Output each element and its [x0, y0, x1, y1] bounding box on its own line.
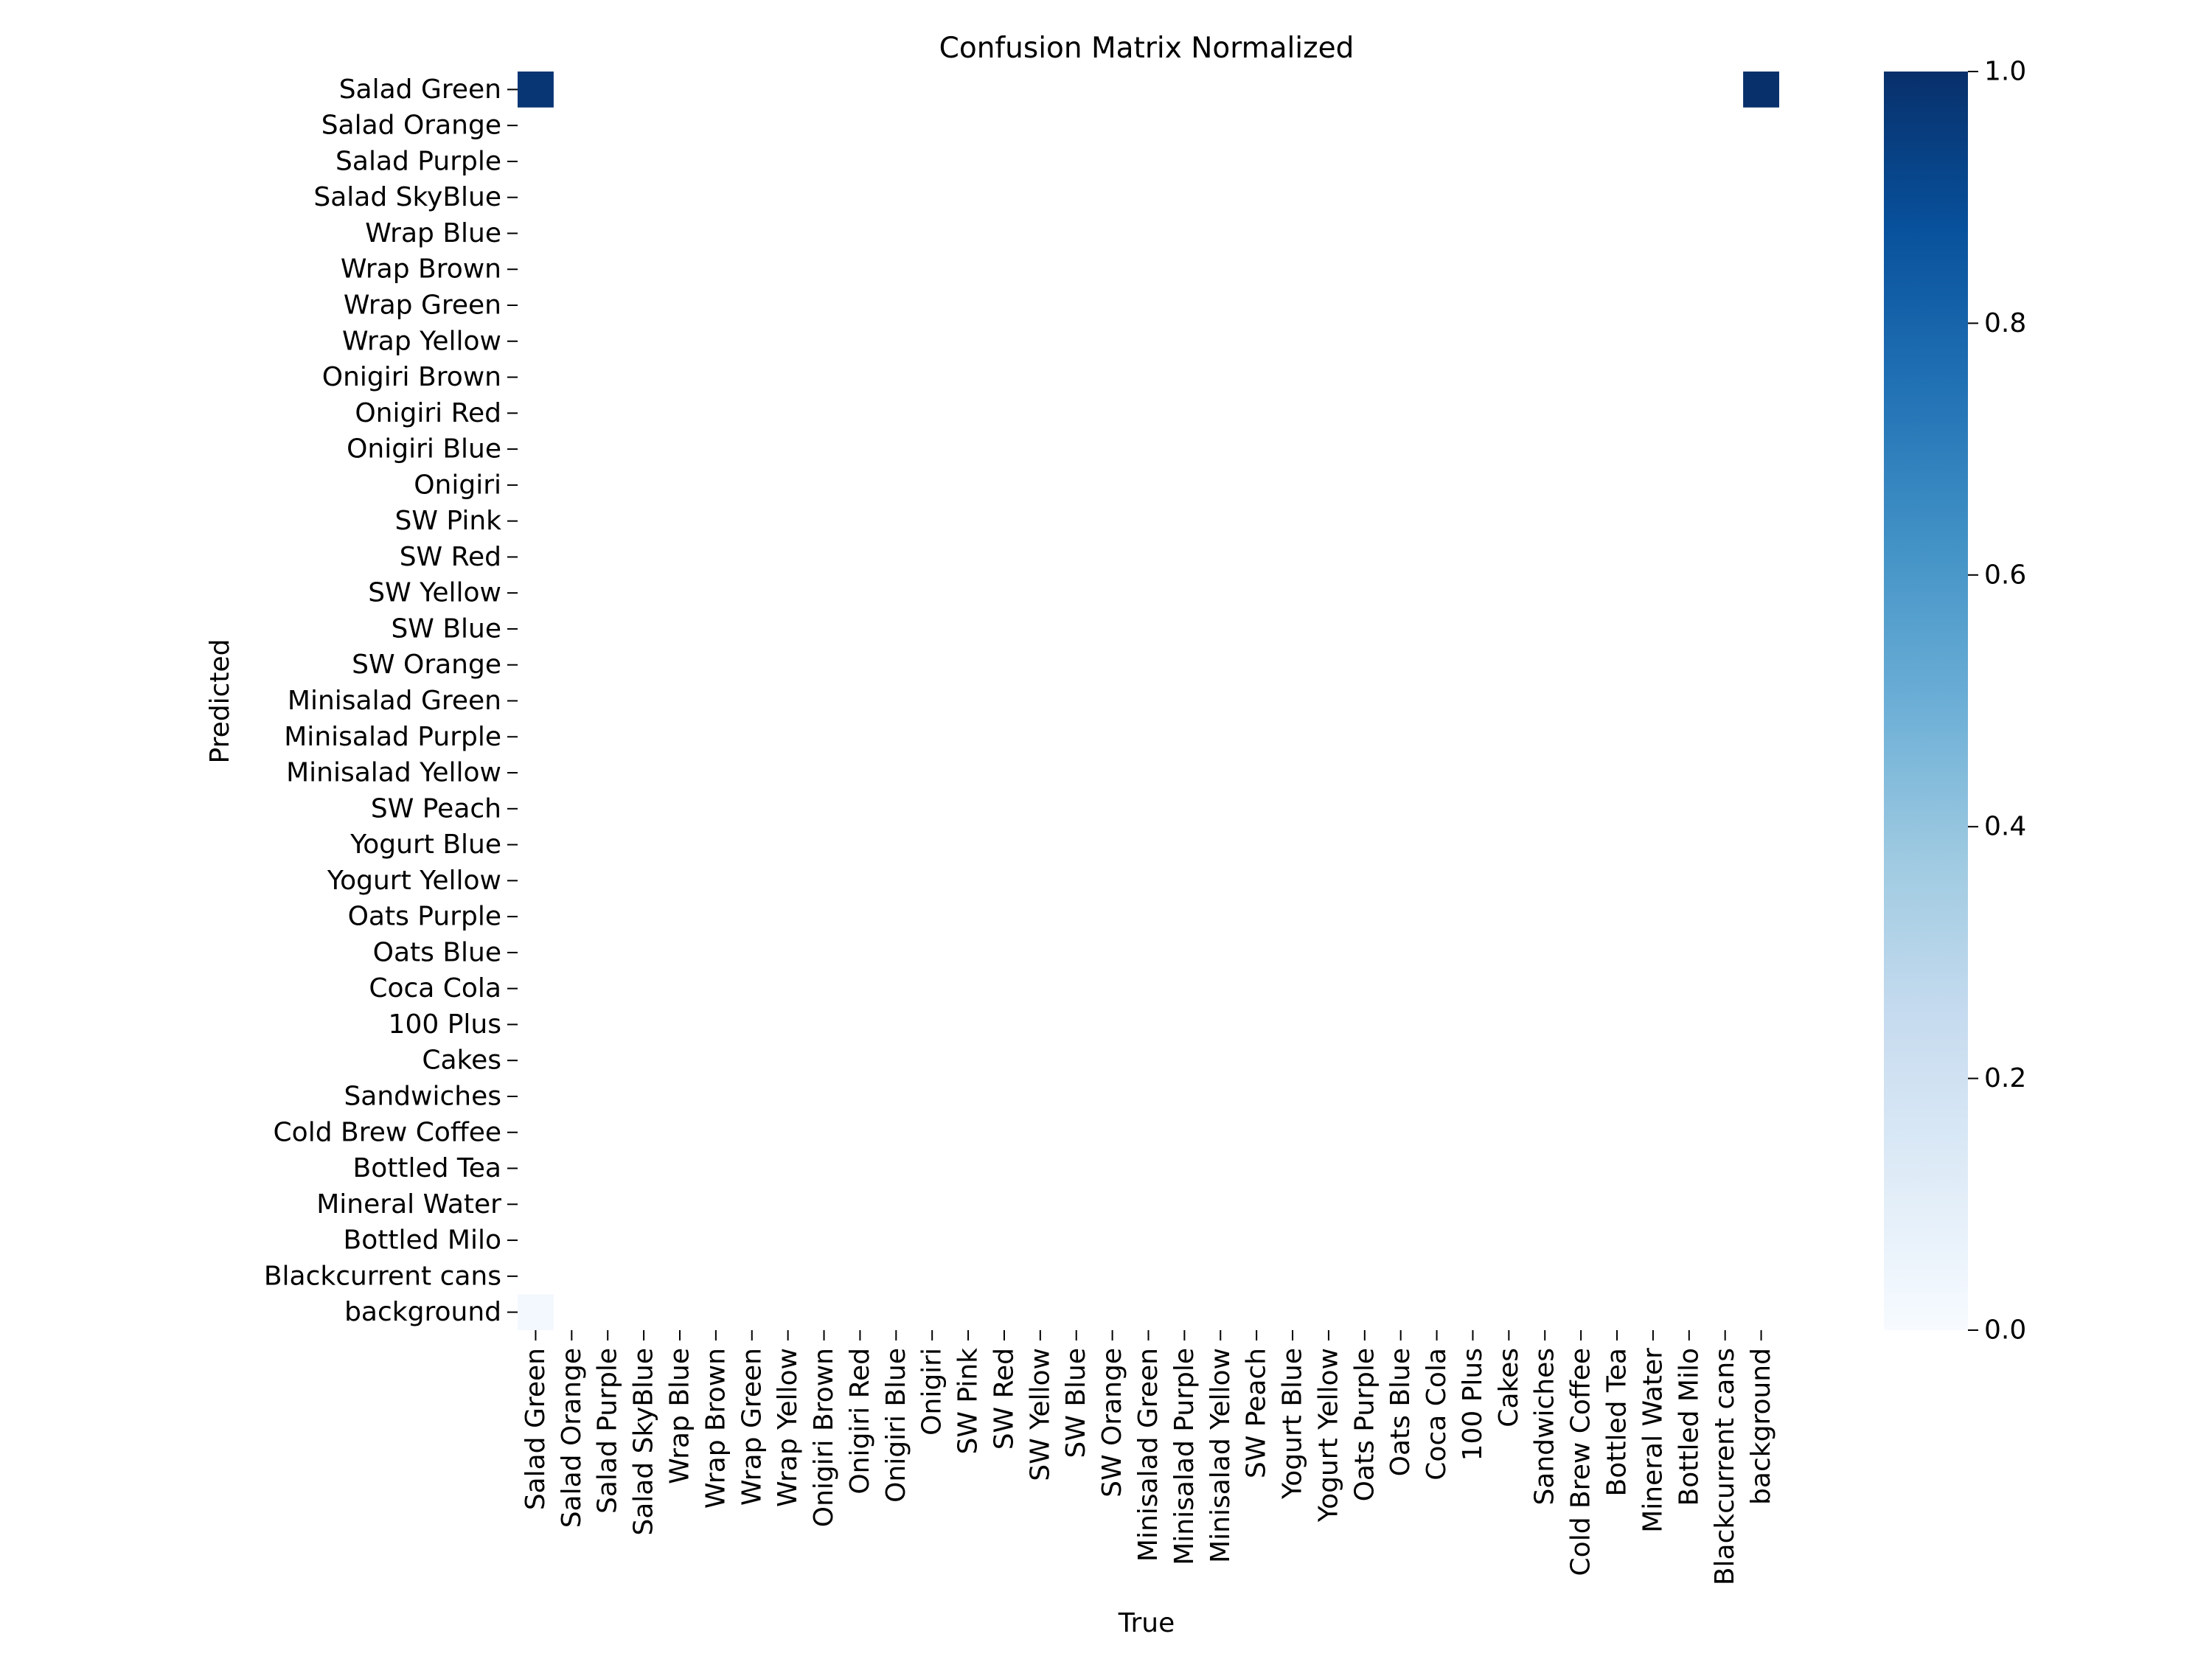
x-tick-label: Minisalad Purple — [1169, 1348, 1200, 1565]
colorbar: 0.0 0.2 0.4 0.6 0.8 1.0 — [1884, 57, 2026, 1346]
y-tick-label: Wrap Blue — [365, 218, 501, 248]
y-tick-label: Yogurt Blue — [349, 830, 501, 860]
x-tick-label: Oats Purple — [1349, 1348, 1380, 1501]
x-axis: Salad Green Salad Orange Salad Purple Salad… — [521, 1330, 1776, 1585]
y-tick-label: Blackcurrent cans — [264, 1261, 501, 1291]
x-tick-label: Onigiri — [917, 1348, 947, 1436]
heatmap-cell — [518, 1294, 554, 1330]
y-tick-label: SW Pink — [395, 506, 502, 536]
x-tick-label: SW Orange — [1097, 1348, 1127, 1498]
y-tick-label: Onigiri Red — [355, 398, 501, 428]
y-tick-label: Wrap Green — [344, 291, 501, 321]
y-tick-label: Onigiri — [414, 470, 501, 500]
x-axis-label: True — [1118, 1608, 1175, 1638]
x-tick-label: SW Peach — [1242, 1348, 1272, 1478]
x-tick-label: Salad Purple — [593, 1348, 623, 1514]
y-tick-label: Salad Purple — [335, 146, 501, 176]
x-tick-label: Yogurt Blue — [1278, 1348, 1308, 1500]
y-tick-label: Minisalad Green — [288, 686, 501, 716]
y-tick-label: 100 Plus — [389, 1009, 501, 1040]
y-tick-label: SW Red — [400, 542, 501, 572]
colorbar-tick-label: 0.4 — [1984, 812, 2026, 842]
x-tick-label: 100 Plus — [1458, 1348, 1488, 1461]
x-tick-label: SW Pink — [953, 1348, 984, 1455]
y-tick-label: Sandwiches — [344, 1081, 501, 1111]
x-tick-label: Wrap Green — [737, 1348, 767, 1506]
y-tick-label: Salad Green — [339, 74, 501, 105]
y-tick-label: Onigiri Brown — [322, 362, 501, 392]
x-tick-label: Bottled Milo — [1674, 1348, 1704, 1506]
x-tick-label: Salad Orange — [557, 1348, 587, 1528]
x-tick-label: Minisalad Yellow — [1206, 1348, 1236, 1563]
y-tick-label: Cold Brew Coffee — [274, 1117, 501, 1147]
y-tick-label: Salad SkyBlue — [313, 182, 501, 212]
x-tick-label: Bottled Tea — [1602, 1348, 1632, 1496]
x-tick-label: Wrap Blue — [664, 1348, 695, 1484]
heatmap-cell — [1743, 72, 1779, 108]
colorbar-gradient — [1884, 72, 1968, 1330]
x-tick-label: Onigiri Blue — [881, 1348, 911, 1503]
x-tick-label: SW Red — [989, 1348, 1019, 1450]
y-tick-label: Salad Orange — [321, 111, 501, 141]
y-tick-label: Bottled Tea — [353, 1153, 501, 1183]
y-axis-label: Predicted — [205, 639, 235, 764]
y-tick-label: SW Peach — [371, 793, 501, 824]
heatmap-background — [518, 72, 1779, 1330]
y-tick-label: Coca Cola — [369, 973, 501, 1004]
x-tick-label: Coca Cola — [1422, 1348, 1452, 1481]
colorbar-tick-label: 0.0 — [1984, 1315, 2026, 1346]
y-tick-label: Minisalad Purple — [284, 722, 501, 752]
chart-title: Confusion Matrix Normalized — [939, 32, 1354, 65]
y-axis: Salad Green Salad Orange Salad Purple Salad… — [264, 74, 518, 1327]
x-tick-label: Cakes — [1494, 1348, 1524, 1427]
x-tick-label: background — [1746, 1348, 1776, 1505]
x-tick-label: Cold Brew Coffee — [1566, 1348, 1596, 1576]
y-tick-label: Yogurt Yellow — [327, 866, 501, 896]
y-tick-label: Mineral Water — [316, 1189, 501, 1220]
x-tick-label: Salad Green — [521, 1348, 551, 1510]
x-tick-label: SW Yellow — [1025, 1348, 1055, 1481]
x-tick-label: Wrap Brown — [700, 1348, 731, 1509]
x-tick-label: Minisalad Green — [1133, 1348, 1164, 1562]
x-tick-label: Salad SkyBlue — [629, 1348, 659, 1536]
colorbar-tick-label: 0.2 — [1984, 1063, 2026, 1093]
x-tick-label: Onigiri Brown — [809, 1348, 839, 1527]
colorbar-tick-label: 1.0 — [1984, 57, 2026, 87]
y-tick-label: Oats Purple — [348, 902, 501, 932]
x-tick-label: Yogurt Yellow — [1313, 1348, 1343, 1523]
y-tick-label: Wrap Yellow — [342, 326, 501, 356]
x-tick-label: Onigiri Red — [845, 1348, 875, 1495]
colorbar-tick-label: 0.6 — [1984, 560, 2026, 590]
y-tick-label: SW Yellow — [368, 578, 501, 608]
x-tick-label: Sandwiches — [1530, 1348, 1560, 1506]
y-tick-label: SW Blue — [391, 613, 501, 644]
y-tick-label: Minisalad Yellow — [286, 758, 501, 788]
x-tick-label: Mineral Water — [1638, 1348, 1668, 1533]
y-tick-label: Onigiri Blue — [347, 434, 501, 465]
y-tick-label: Wrap Brown — [341, 254, 501, 285]
x-tick-label: Blackcurrent cans — [1710, 1348, 1740, 1585]
y-tick-label: Cakes — [422, 1046, 501, 1076]
heatmap-area — [518, 72, 1779, 1330]
y-tick-label: Bottled Milo — [344, 1225, 502, 1256]
x-tick-label: Wrap Yellow — [773, 1348, 803, 1507]
colorbar-tick-label: 0.8 — [1984, 308, 2026, 338]
y-tick-label: SW Orange — [352, 650, 501, 680]
heatmap-cell — [518, 72, 554, 108]
x-tick-label: SW Blue — [1061, 1348, 1091, 1458]
x-tick-label: Oats Blue — [1385, 1348, 1416, 1476]
y-tick-label: background — [344, 1297, 501, 1327]
y-tick-label: Oats Blue — [373, 937, 501, 967]
